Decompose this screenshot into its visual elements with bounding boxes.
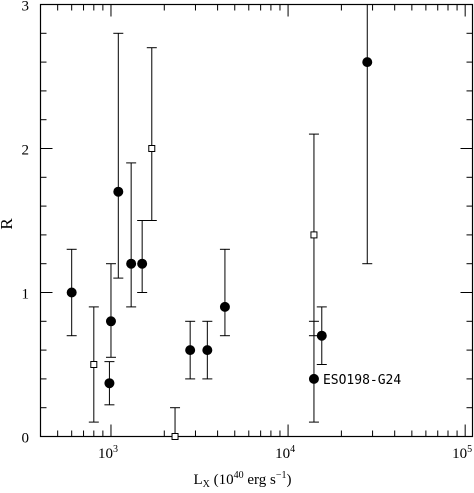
- data-point-filled: [137, 258, 148, 269]
- data-points: [66, 57, 373, 440]
- y-axis-label: R: [0, 218, 16, 230]
- data-point-filled: [219, 301, 230, 312]
- annotations: ESO198-G24: [323, 373, 401, 388]
- plot-frame: [39, 3, 474, 438]
- point-annotation: ESO198-G24: [323, 373, 401, 388]
- data-point-filled: [126, 258, 137, 269]
- data-point-filled: [105, 316, 116, 327]
- data-point-filled: [104, 378, 115, 389]
- y-tick-label: 0: [22, 431, 30, 447]
- x-tick-label: 105: [452, 444, 472, 462]
- data-point-open: [171, 433, 179, 440]
- y-tick-label: 2: [22, 143, 30, 159]
- data-point-filled: [308, 373, 319, 384]
- data-point-open: [90, 361, 98, 368]
- data-point-filled: [202, 345, 213, 356]
- x-axis-label: LX (1040 erg s−1): [193, 470, 291, 490]
- data-point-filled: [185, 345, 196, 356]
- data-point-filled: [316, 330, 327, 341]
- x-tick-label: 103: [98, 444, 118, 462]
- x-tick-label: 104: [275, 444, 295, 462]
- axis-ticks: [40, 4, 473, 437]
- error-bars: [66, 4, 373, 437]
- data-point-filled: [66, 287, 77, 298]
- data-point-filled: [362, 57, 373, 68]
- y-tick-label: 3: [22, 0, 30, 15]
- data-point-open: [148, 145, 156, 152]
- data-point-open: [310, 231, 318, 239]
- axis-tick-labels: 103 104 105 0 1 2 3: [22, 0, 473, 462]
- data-point-filled: [113, 186, 124, 197]
- y-tick-label: 1: [22, 287, 30, 303]
